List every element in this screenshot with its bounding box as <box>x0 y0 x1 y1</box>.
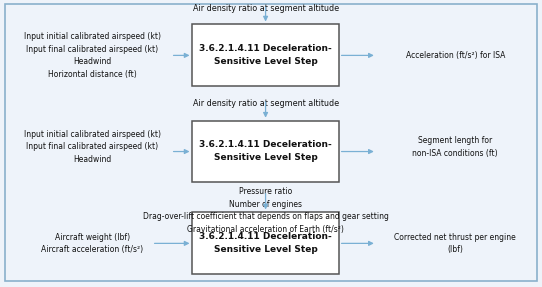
Text: Aircraft weight (lbf)
Aircraft acceleration (ft/s²): Aircraft weight (lbf) Aircraft accelerat… <box>41 233 143 254</box>
Text: 3.6.2.1.4.11 Deceleration-
Sensitive Level Step: 3.6.2.1.4.11 Deceleration- Sensitive Lev… <box>199 44 332 66</box>
FancyArrowPatch shape <box>263 7 268 20</box>
Text: Air density ratio at segment altitude: Air density ratio at segment altitude <box>192 99 339 108</box>
Text: Corrected net thrust per engine
(lbf): Corrected net thrust per engine (lbf) <box>395 233 516 254</box>
FancyArrowPatch shape <box>263 102 268 116</box>
Text: Air density ratio at segment altitude: Air density ratio at segment altitude <box>192 4 339 13</box>
Text: Acceleration (ft/s²) for ISA: Acceleration (ft/s²) for ISA <box>405 51 505 60</box>
FancyArrowPatch shape <box>173 53 188 57</box>
Text: 3.6.2.1.4.11 Deceleration-
Sensitive Level Step: 3.6.2.1.4.11 Deceleration- Sensitive Lev… <box>199 140 332 162</box>
FancyArrowPatch shape <box>173 150 188 154</box>
FancyArrowPatch shape <box>341 150 372 154</box>
FancyArrowPatch shape <box>154 241 188 245</box>
Text: Pressure ratio
Number of engines
Drag-over-lift coefficient that depends on flap: Pressure ratio Number of engines Drag-ov… <box>143 187 389 234</box>
Text: 3.6.2.1.4.11 Deceleration-
Sensitive Level Step: 3.6.2.1.4.11 Deceleration- Sensitive Lev… <box>199 232 332 254</box>
FancyBboxPatch shape <box>192 24 339 86</box>
Text: Input initial calibrated airspeed (kt)
Input final calibrated airspeed (kt)
Head: Input initial calibrated airspeed (kt) I… <box>24 130 160 164</box>
FancyArrowPatch shape <box>263 194 268 208</box>
FancyArrowPatch shape <box>341 241 372 245</box>
FancyBboxPatch shape <box>192 212 339 274</box>
FancyBboxPatch shape <box>192 121 339 182</box>
Text: Input initial calibrated airspeed (kt)
Input final calibrated airspeed (kt)
Head: Input initial calibrated airspeed (kt) I… <box>24 32 160 79</box>
FancyArrowPatch shape <box>341 53 372 57</box>
Text: Segment length for
non-ISA conditions (ft): Segment length for non-ISA conditions (f… <box>412 136 498 158</box>
